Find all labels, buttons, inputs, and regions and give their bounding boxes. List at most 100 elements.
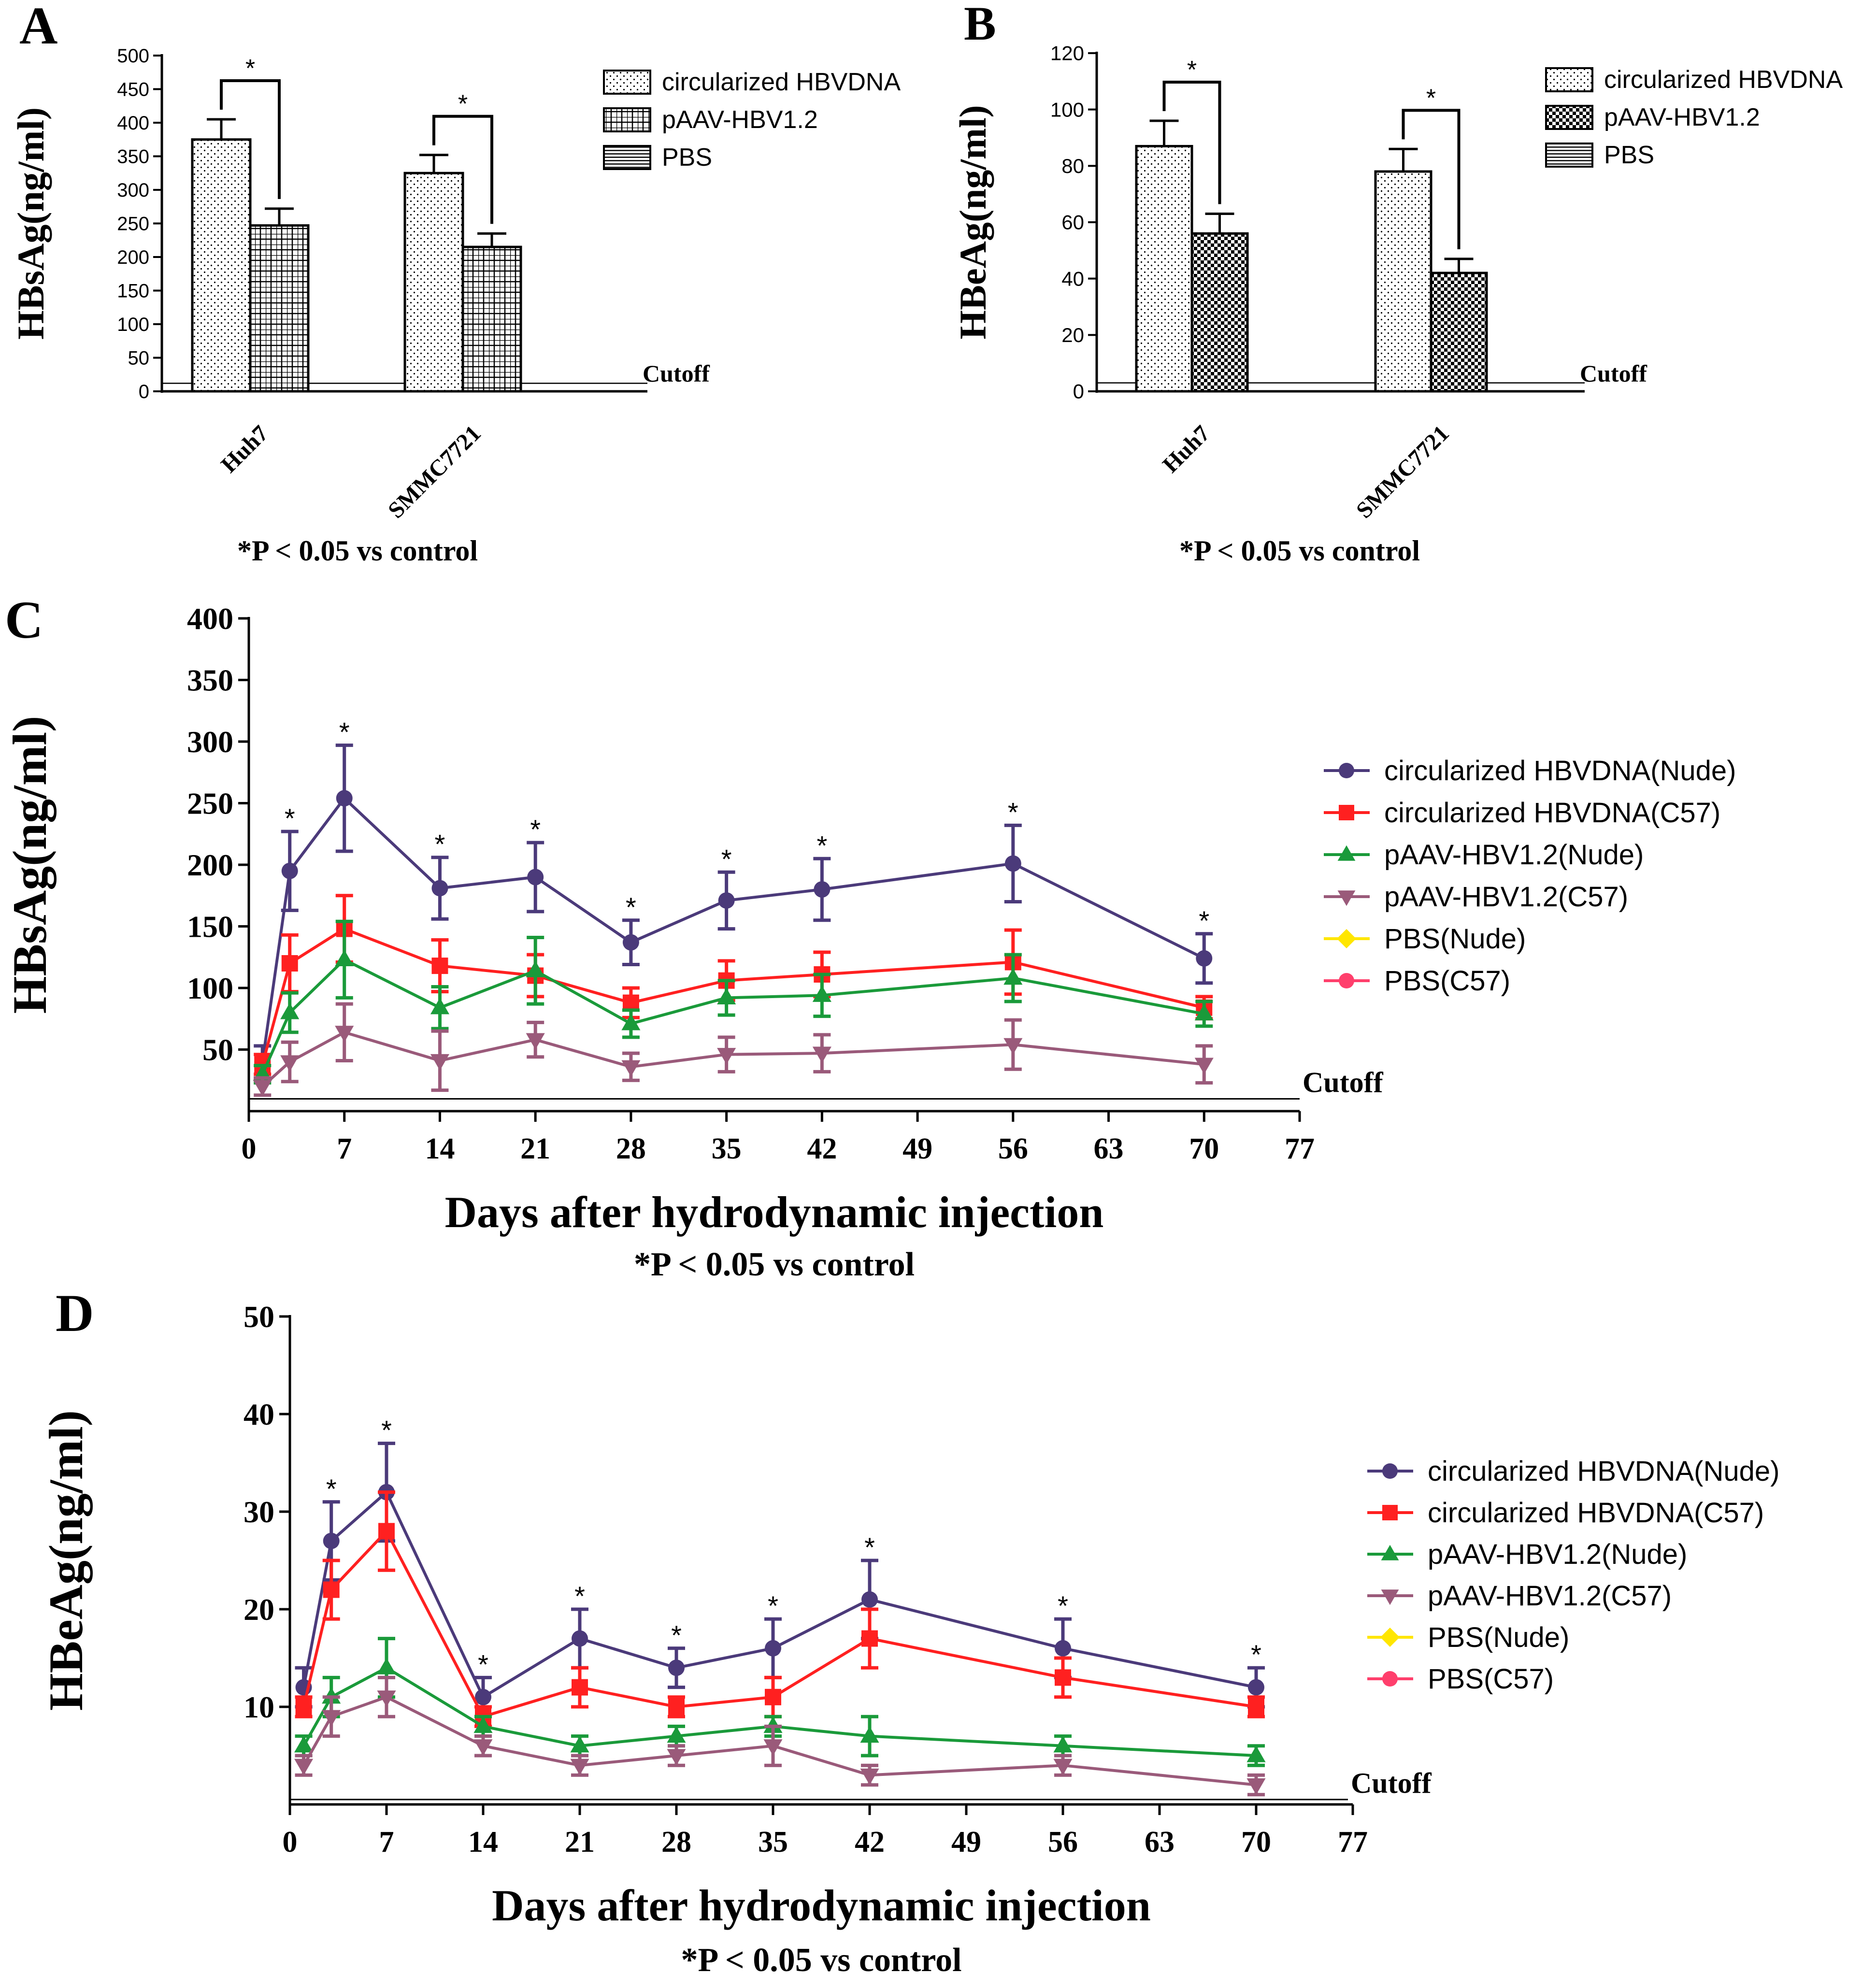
significance-bracket <box>1402 109 1461 249</box>
data-point <box>1248 1679 1264 1696</box>
data-point <box>860 1768 879 1785</box>
data-point <box>1004 855 1021 872</box>
significance-star: * <box>864 1532 875 1562</box>
significance-star: * <box>816 830 827 860</box>
data-point <box>377 1690 396 1707</box>
cutoff-label: Cutoff <box>1303 1067 1384 1099</box>
x-tick-label: 35 <box>712 1132 742 1165</box>
panel-letter-c: C <box>5 590 43 649</box>
x-tick-label: 49 <box>902 1132 932 1165</box>
y-tick-label: 80 <box>1061 155 1084 177</box>
y-tick-label: 200 <box>187 848 233 882</box>
data-point <box>1003 1038 1023 1055</box>
significance-star: * <box>1251 1639 1261 1670</box>
y-axis-label: HBeAg(ng/ml) <box>39 1410 93 1711</box>
data-point <box>377 1658 396 1674</box>
x-tick-label: 49 <box>951 1826 981 1859</box>
legend-label: PBS(Nude) <box>1384 923 1526 955</box>
series-line <box>261 1030 1204 1088</box>
data-point <box>294 1759 314 1775</box>
legend-marker <box>1339 973 1354 988</box>
y-tick-label: 350 <box>117 146 149 168</box>
significance-star: * <box>458 90 468 118</box>
y-tick-label: 10 <box>243 1690 274 1724</box>
category-label: SMMC7721 <box>1351 420 1454 523</box>
data-point <box>473 1739 493 1756</box>
series-line <box>302 1489 1257 1700</box>
y-tick-label: 150 <box>117 281 149 302</box>
data-point <box>335 949 354 966</box>
significance-star: * <box>574 1581 585 1611</box>
x-tick-label: 77 <box>1338 1826 1368 1859</box>
significance-star: * <box>1008 797 1018 827</box>
data-point <box>570 1759 589 1775</box>
data-point <box>765 1688 781 1705</box>
data-point <box>860 1726 879 1743</box>
legend-label: circularized HBVDNA <box>1604 66 1843 94</box>
legend-marker <box>1337 890 1356 906</box>
data-point <box>861 1591 878 1608</box>
significance-star: * <box>245 55 255 83</box>
data-point <box>1246 1745 1266 1762</box>
series-line <box>302 1666 1257 1757</box>
y-tick-label: 50 <box>243 1300 274 1334</box>
data-point <box>861 1630 878 1647</box>
data-point <box>322 1710 341 1727</box>
significance-bracket <box>220 79 281 199</box>
legend-marker <box>1339 763 1354 778</box>
y-axis-label: HBsAg(ng/ml) <box>3 716 57 1014</box>
legend-swatch-lines <box>1545 143 1593 168</box>
bar-check <box>1190 232 1249 393</box>
significance-star: * <box>626 892 636 922</box>
data-point <box>323 1581 340 1598</box>
significance-star: * <box>1187 56 1197 84</box>
legend-marker <box>1382 1505 1398 1520</box>
data-point <box>1003 968 1023 985</box>
data-point <box>336 790 353 807</box>
y-tick-label: 300 <box>117 180 149 201</box>
data-point <box>1246 1778 1266 1795</box>
significance-star: * <box>435 829 445 859</box>
significance-note: *P < 0.05 vs control <box>237 535 478 567</box>
data-point <box>431 880 448 897</box>
series-line <box>261 958 1204 1075</box>
legend-label: pAAV-HBV1.2(C57) <box>1384 881 1628 913</box>
significance-star: * <box>1426 84 1436 112</box>
significance-bracket <box>432 114 493 224</box>
y-tick-label: 60 <box>1061 211 1084 234</box>
x-tick-label: 70 <box>1189 1132 1219 1165</box>
data-point <box>430 1054 450 1071</box>
significance-star: * <box>285 803 295 833</box>
y-tick-label: 50 <box>202 1033 233 1067</box>
data-point <box>294 1736 314 1753</box>
legend-marker <box>1382 1671 1398 1687</box>
data-point <box>281 862 298 879</box>
legend-label: pAAV-HBV1.2(C57) <box>1428 1580 1672 1612</box>
cutoff-label: Cutoff <box>1351 1767 1432 1799</box>
significance-star: * <box>1058 1590 1068 1621</box>
significance-star: * <box>768 1590 778 1621</box>
data-point <box>812 985 831 1002</box>
legend-marker <box>1381 1589 1399 1605</box>
category-label: Huh7 <box>1158 420 1215 478</box>
y-tick-label: 100 <box>1050 98 1084 121</box>
legend-label: circularized HBVDNA(C57) <box>1428 1497 1764 1529</box>
legend-label: circularized HBVDNA(Nude) <box>1384 755 1736 787</box>
significance-star: * <box>339 717 350 747</box>
panel-a-hbsag-bar-chart: HBsAg(ng/ml) 0 50 100 150 200 250 300 350 400 450 5… <box>10 45 901 567</box>
legend-marker <box>1337 845 1356 861</box>
legend-swatch-check <box>1545 105 1593 130</box>
panel-c-hbsag-line-chart: HBsAg(ng/ml) Days after hydrodynamic inje… <box>3 601 1736 1283</box>
data-point <box>1053 1759 1073 1775</box>
x-tick-label: 63 <box>1145 1826 1174 1859</box>
y-tick-label: 200 <box>117 247 149 268</box>
data-point <box>717 1048 736 1065</box>
bar-dots <box>403 172 464 393</box>
data-point <box>668 1699 685 1715</box>
data-point <box>717 988 736 1004</box>
bar-dots <box>1374 170 1432 393</box>
legend-label: pAAV-HBV1.2 <box>662 106 818 134</box>
legend-label: circularized HBVDNA <box>662 68 901 96</box>
legend-marker <box>1380 1628 1400 1647</box>
